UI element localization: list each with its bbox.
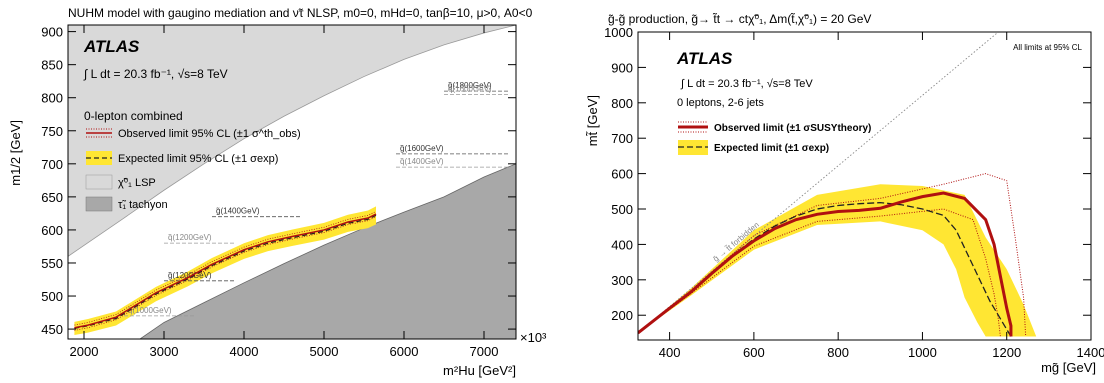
left-legend-tachyon-swatch	[85, 196, 113, 212]
left-xtick-label: 5000	[310, 344, 339, 359]
left-mass-line-label: q̃(1200GeV)	[168, 233, 212, 242]
right-observed-line	[638, 191, 1013, 337]
right-expected-band	[638, 184, 1037, 337]
right-legend-observed-label: Observed limit (±1 σSUSYtheory)	[714, 123, 871, 134]
left-ytick-label: 900	[41, 25, 63, 40]
left-mass-line-label: g̃(1400GeV)	[216, 207, 260, 216]
left-legend-lsp-label: χ̃⁰₁ LSP	[118, 177, 156, 189]
right-forbidden-line	[638, 32, 999, 334]
left-ytick-label: 800	[41, 91, 63, 106]
left-expected-band	[74, 206, 377, 336]
right-ytick-label: 500	[611, 202, 633, 217]
right-atlas-label: ATLAS	[676, 49, 733, 68]
right-ytick-label: 900	[611, 60, 633, 75]
left-chart: NUHM model with gaugino mediation and ν̃…	[8, 6, 547, 378]
right-chart-title: g̃-g̃ production, g̃→ t̃t → ctχ̃⁰₁, Δm(t…	[608, 11, 871, 26]
right-ylabel: mt̃ [GeV]	[585, 95, 600, 146]
right-plot-frame	[637, 31, 1092, 341]
left-legend-tachyon-label: τ̃₁ tachyon	[118, 199, 168, 211]
left-x-multiplier: ×10³	[520, 330, 547, 345]
right-xtick-label: 800	[827, 345, 849, 360]
left-mass-line-label: g̃(1600GeV)	[400, 144, 444, 153]
right-legend-expected-label: Expected limit (±1 σexp)	[714, 143, 829, 154]
right-ytick-label: 800	[611, 96, 633, 111]
left-xtick-label: 2000	[70, 344, 99, 359]
left-legend: 0-lepton combined Observed limit 95% CL …	[84, 109, 301, 212]
left-ytick-label: 850	[41, 58, 63, 73]
left-observed-theory-down	[74, 216, 377, 331]
right-xtick-label: 1000	[908, 345, 937, 360]
left-xtick-label: 3000	[150, 344, 179, 359]
left-xtick-label: 6000	[390, 344, 419, 359]
left-plot-frame	[67, 24, 517, 340]
left-xtick-label: 4000	[230, 344, 259, 359]
left-observed-theory-up	[74, 211, 377, 326]
left-lumi-text: ∫ L dt = 20.3 fb⁻¹, √s=8 TeV	[83, 67, 228, 81]
left-atlas-label: ATLAS	[83, 37, 140, 56]
right-observed-theory-up	[638, 173, 1027, 337]
left-ytick-label: 550	[41, 256, 63, 271]
left-mass-line-label: q̃(1000GeV)	[128, 306, 172, 315]
left-mass-line-label: q̃(1600GeV)	[448, 84, 492, 93]
left-ytick-label: 650	[41, 190, 63, 205]
right-ytick-label: 700	[611, 131, 633, 146]
left-mass-line-label: q̃(1400GeV)	[400, 157, 444, 166]
left-legend-lsp-swatch	[85, 174, 113, 190]
left-ytick-label: 450	[41, 322, 63, 337]
left-legend-expected-label: Expected limit 95% CL (±1 σexp)	[118, 153, 278, 165]
right-ytick-label: 400	[611, 237, 633, 252]
right-xlabel: mg̃ [GeV]	[1041, 360, 1096, 375]
right-xtick-label: 1200	[992, 345, 1021, 360]
left-ytick-label: 700	[41, 157, 63, 172]
right-legend: Observed limit (±1 σSUSYtheory) Expected…	[678, 121, 871, 155]
left-observed-line	[74, 213, 377, 329]
right-ytick-label: 1000	[604, 25, 633, 40]
left-tachyon-region	[139, 163, 516, 339]
left-mass-line-label: g̃(1800GeV)	[448, 81, 492, 90]
right-observed-theory-down	[638, 208, 1001, 337]
right-xtick-label: 1400	[1077, 345, 1104, 360]
left-xtick-label: 7000	[470, 344, 499, 359]
right-ytick-label: 600	[611, 167, 633, 182]
right-lumi-text: ∫ L dt = 20.3 fb⁻¹, √s=8 TeV	[680, 78, 813, 90]
left-ytick-label: 600	[41, 223, 63, 238]
right-xtick-label: 600	[743, 345, 765, 360]
right-corner-note: All limits at 95% CL	[1013, 43, 1082, 52]
right-xtick-label: 400	[659, 345, 681, 360]
left-ytick-label: 500	[41, 289, 63, 304]
left-xlabel: m²Hu [GeV²]	[443, 363, 516, 378]
right-selection-text: 0 leptons, 2-6 jets	[677, 97, 764, 109]
left-legend-header: 0-lepton combined	[84, 109, 183, 123]
left-mass-line-label: g̃(1200GeV)	[168, 271, 212, 280]
left-legend-observed-label: Observed limit 95% CL (±1 σ^th_obs)	[118, 128, 301, 140]
left-lsp-region	[68, 25, 516, 257]
left-expected-line	[74, 214, 377, 330]
left-ytick-label: 750	[41, 124, 63, 139]
left-chart-title: NUHM model with gaugino mediation and ν̃…	[68, 6, 533, 20]
right-ytick-label: 300	[611, 273, 633, 288]
right-chart: g̃-g̃ production, g̃→ t̃t → ctχ̃⁰₁, Δm(t…	[585, 11, 1104, 375]
left-ylabel: m1/2 [GeV]	[8, 120, 23, 186]
right-ytick-label: 200	[611, 308, 633, 323]
